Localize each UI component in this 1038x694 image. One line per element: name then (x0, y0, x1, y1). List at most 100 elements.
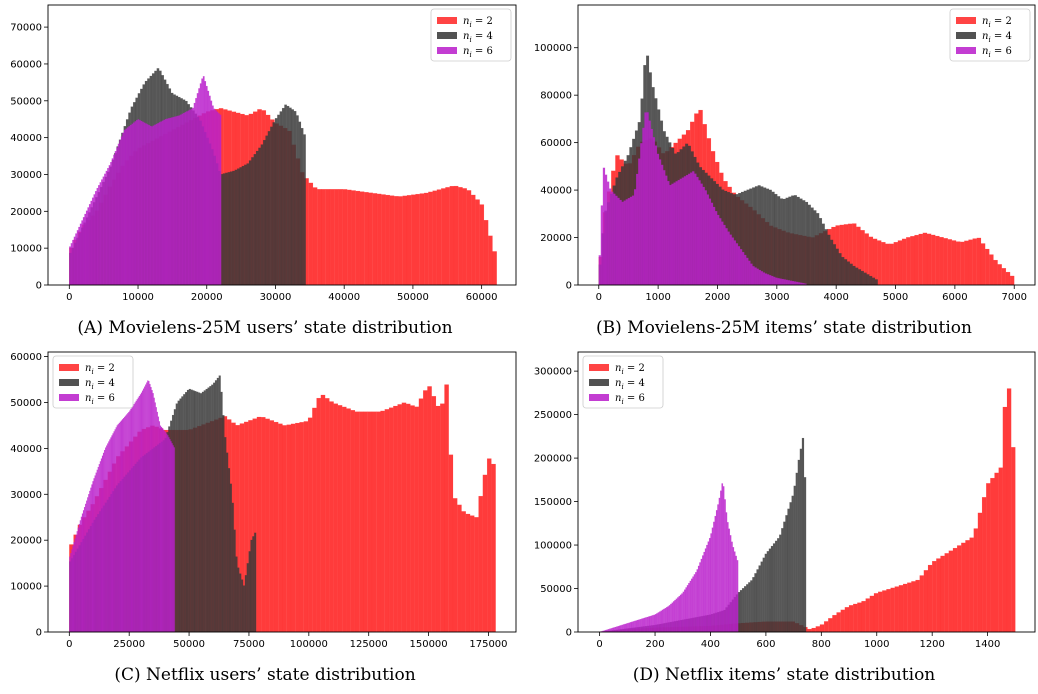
bar (137, 397, 140, 633)
bar (163, 119, 166, 286)
bar (760, 561, 763, 633)
bar (193, 102, 196, 286)
bar (675, 598, 678, 633)
bar (650, 615, 653, 633)
bar (254, 532, 257, 633)
bar (615, 195, 618, 286)
bar (968, 239, 973, 286)
bar (939, 236, 944, 286)
bar (609, 628, 611, 633)
bar (162, 429, 165, 633)
bar (816, 213, 820, 286)
bar (75, 534, 77, 633)
bar (724, 499, 726, 633)
bar (619, 199, 622, 286)
bar (736, 560, 739, 633)
bar (860, 270, 864, 286)
bar (725, 512, 728, 633)
bar (732, 547, 735, 633)
bar (376, 411, 381, 633)
bar (290, 423, 296, 633)
y-tick-label: 0 (566, 281, 572, 292)
bar (235, 556, 238, 633)
bar (78, 523, 81, 633)
bar (183, 112, 185, 286)
bar (187, 110, 190, 286)
bar (616, 626, 618, 633)
bar (657, 612, 660, 633)
bar (190, 389, 193, 633)
bar (219, 114, 222, 286)
bar (1011, 447, 1016, 633)
bar (652, 615, 654, 633)
bar (303, 134, 306, 286)
bar (72, 239, 75, 286)
bar (128, 126, 131, 286)
bar (861, 600, 866, 633)
bar (726, 522, 729, 633)
bar (154, 124, 157, 286)
bar (698, 180, 701, 286)
bar (88, 204, 91, 286)
bar (993, 259, 998, 286)
bar (774, 540, 778, 633)
bar (171, 443, 173, 633)
bar (246, 163, 250, 286)
bar (81, 513, 84, 633)
bar (354, 411, 360, 633)
y-tick-label: 30000 (10, 170, 42, 181)
bar (222, 415, 225, 633)
bar (436, 189, 442, 286)
caption-netflix-users: (C) Netflix users’ state distribution (114, 665, 416, 685)
bar (890, 587, 895, 633)
bar (141, 390, 144, 633)
x-tick-label: 0 (596, 292, 602, 303)
bar (204, 81, 207, 286)
bar (115, 427, 117, 633)
bar (93, 194, 96, 286)
bar (164, 119, 167, 286)
bar (166, 118, 169, 286)
bar (901, 238, 907, 286)
bar (700, 558, 703, 633)
bar (101, 179, 103, 286)
bar (167, 118, 170, 286)
bar (227, 172, 231, 286)
bar (667, 606, 670, 633)
bar (114, 150, 117, 286)
bar (199, 393, 203, 633)
bar (889, 243, 894, 286)
histogram-netflix-users: 0 25000 50000 75000 100000 125000 150000 175000… (10, 351, 517, 650)
bar (293, 110, 297, 286)
bar (427, 386, 432, 633)
legend-swatch-n2 (437, 17, 457, 24)
bar (458, 187, 463, 286)
bar (82, 510, 85, 633)
bar (664, 607, 667, 633)
bar (675, 181, 678, 286)
bar (779, 278, 782, 286)
bar (248, 160, 252, 286)
bar (186, 111, 188, 286)
bar (737, 246, 741, 286)
bar (71, 549, 73, 633)
bar (184, 112, 187, 286)
bar (82, 217, 85, 286)
bar (255, 150, 259, 286)
bar (142, 388, 145, 633)
bar (768, 189, 772, 286)
bar (231, 502, 234, 633)
bar (258, 147, 261, 286)
bar (385, 194, 391, 286)
legend-swatch-n6 (956, 47, 976, 54)
y-tick-label: 100000 (534, 541, 572, 552)
bar (729, 535, 732, 633)
bar (418, 398, 424, 633)
bar (869, 275, 873, 286)
bar (478, 495, 483, 633)
bar (106, 445, 108, 633)
bar (668, 605, 671, 633)
bar (351, 190, 356, 286)
bar (756, 569, 759, 633)
bar (452, 498, 458, 633)
